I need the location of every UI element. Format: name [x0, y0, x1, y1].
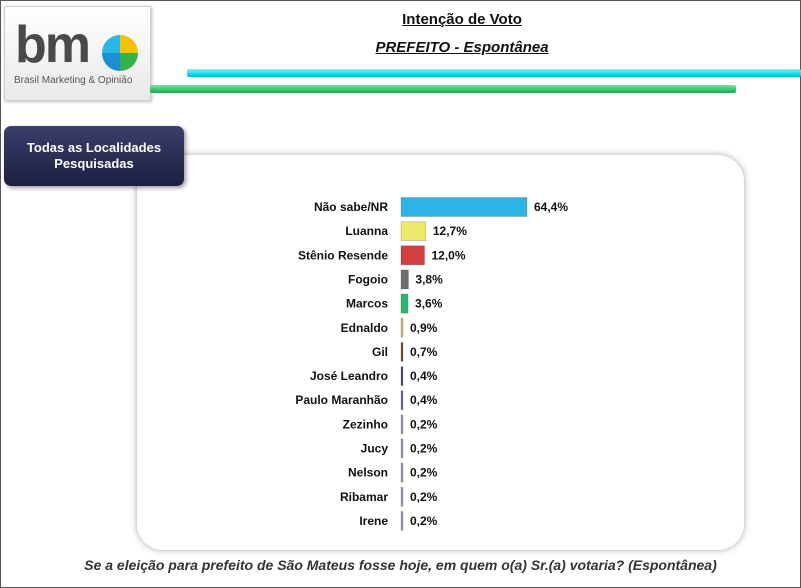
category-label: José Leandro: [310, 369, 388, 383]
category-label: Irene: [359, 514, 388, 528]
bar: [400, 462, 404, 483]
value-label: 0,2%: [410, 490, 438, 504]
page-title: Intenção de Voto: [402, 11, 522, 28]
bar: [400, 390, 404, 411]
bar: [400, 221, 427, 241]
category-label: Paulo Maranhão: [295, 393, 388, 407]
location-tag-label: Todas as Localidades Pesquisadas: [26, 140, 162, 171]
category-label: Não sabe/NR: [314, 200, 388, 214]
category-label: Nelson: [348, 466, 388, 480]
bar: [400, 511, 404, 531]
value-label: 0,9%: [410, 321, 438, 335]
value-label: 0,2%: [410, 514, 438, 528]
value-label: 0,2%: [410, 417, 438, 431]
decorative-cyan-bar: [187, 69, 801, 77]
company-logo: bm Brasil Marketing & Opinião: [4, 6, 151, 101]
value-label: 0,2%: [410, 466, 438, 480]
bar: [400, 486, 404, 507]
survey-question: Se a eleição para prefeito de São Mateus…: [84, 557, 717, 573]
category-label: Luanna: [345, 224, 388, 238]
category-label: Gil: [372, 345, 388, 359]
category-label: Stênio Resende: [298, 248, 388, 262]
bar: [400, 245, 425, 266]
bar: [400, 197, 528, 217]
category-label: Fogoio: [348, 272, 388, 286]
value-label: 3,6%: [415, 297, 443, 311]
value-label: 0,2%: [410, 442, 438, 456]
bar: [400, 342, 404, 362]
decorative-green-bar: [150, 85, 736, 93]
category-label: Jucy: [361, 442, 389, 456]
category-label: Zezinho: [343, 417, 388, 431]
bar: [400, 438, 404, 459]
bar: [400, 366, 404, 386]
logo-circle-icon: [102, 35, 138, 71]
bar: [400, 414, 404, 435]
bar: [400, 269, 409, 290]
bar: [400, 293, 409, 314]
page-subtitle: PREFEITO - Espontânea: [375, 39, 549, 56]
logo-text: bm: [15, 16, 91, 74]
category-label: Ribamar: [340, 490, 388, 504]
logo-tagline: Brasil Marketing & Opinião: [14, 75, 133, 86]
category-label: Ednaldo: [341, 321, 388, 335]
value-label: 0,7%: [410, 345, 438, 359]
value-label: 12,0%: [431, 248, 465, 262]
bar: [400, 317, 404, 338]
value-label: 0,4%: [410, 393, 438, 407]
location-tag: Todas as Localidades Pesquisadas: [4, 126, 184, 186]
value-label: 0,4%: [410, 369, 438, 383]
chart-panel: [137, 155, 744, 550]
value-label: 3,8%: [415, 272, 443, 286]
value-label: 12,7%: [433, 224, 467, 238]
category-label: Marcos: [346, 297, 388, 311]
value-label: 64,4%: [534, 200, 568, 214]
